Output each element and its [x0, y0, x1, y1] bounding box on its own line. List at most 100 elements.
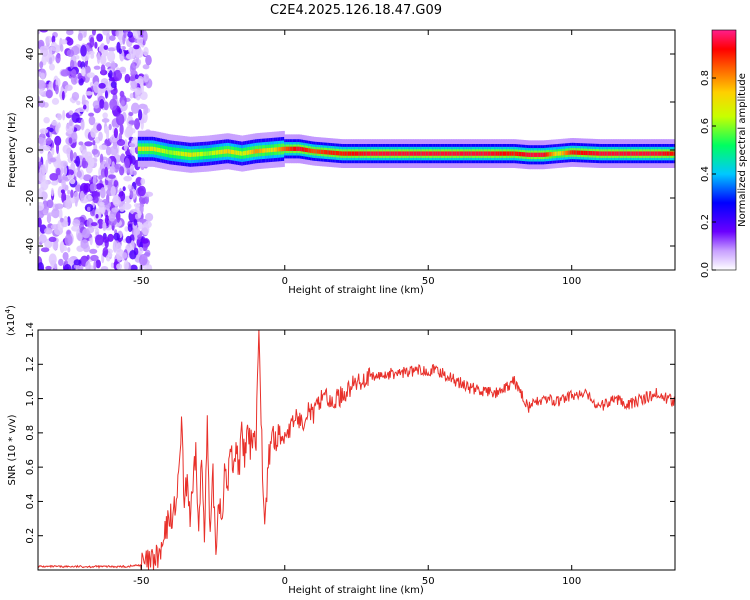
ridge-core [155, 147, 158, 152]
noise-speck [119, 206, 126, 212]
noise-speck [133, 219, 138, 226]
noise-speck [92, 30, 97, 36]
noise-speck [130, 264, 138, 270]
noise-speck [119, 123, 124, 136]
noise-speck [136, 36, 144, 46]
ridge-core [427, 151, 430, 156]
ridge-core [444, 151, 447, 156]
noise-speck [72, 219, 81, 228]
ridge-core [191, 152, 194, 157]
ridge-core [179, 151, 182, 156]
noise-speck [54, 84, 59, 95]
ridge-core [432, 151, 435, 156]
colorbar-tick-label: 0.0 [700, 262, 711, 278]
x-tick-label: 0 [282, 276, 288, 287]
ridge-core [478, 151, 482, 156]
noise-speck [80, 45, 87, 57]
ridge-core [594, 151, 597, 156]
noise-speck [39, 61, 44, 69]
spectrogram-heatmap [38, 30, 675, 270]
noise-speck [48, 127, 54, 133]
noise-speck [110, 81, 117, 89]
noise-speck [94, 234, 104, 246]
ridge-core [535, 152, 538, 157]
noise-speck [102, 237, 110, 244]
ridge-core [315, 149, 318, 154]
ridge-core [289, 146, 292, 151]
ridge-core [141, 146, 144, 151]
noise-speck [89, 248, 98, 254]
noise-speck [75, 155, 81, 167]
ridge-core [284, 146, 287, 151]
ridge-core [602, 151, 606, 156]
ridge-core [538, 152, 542, 157]
ridge-core [580, 150, 583, 155]
ridge-core [254, 149, 258, 154]
noise-speck [67, 36, 72, 42]
noise-speck [54, 203, 64, 210]
noise-speck [60, 217, 64, 223]
noise-speck [112, 195, 121, 207]
noise-speck [55, 53, 61, 64]
noise-speck [38, 262, 45, 270]
noise-speck [124, 176, 131, 181]
noise-speck [121, 46, 126, 51]
y-tick-label: 0.8 [25, 425, 36, 441]
noise-speck [38, 217, 42, 228]
ridge-core [161, 148, 165, 153]
colorbar-ticks: 0.0 0.2 0.4 0.6 0.8 [700, 70, 716, 278]
y-tick-label: 40 [25, 48, 36, 61]
ridge-core [347, 151, 351, 156]
ridge-core [287, 146, 291, 151]
noise-speck [82, 228, 91, 239]
noise-speck [108, 174, 116, 179]
noise-speck [75, 184, 82, 192]
ridge-core [194, 152, 198, 157]
noise-speck [109, 98, 118, 111]
ridge-core [563, 150, 566, 156]
ridge-core [177, 151, 180, 156]
ridge-core [146, 146, 149, 151]
noise-speck [143, 73, 150, 83]
ridge-core [475, 151, 478, 156]
ridge-core [458, 151, 461, 156]
ridge-core [489, 151, 492, 156]
x-tick-label: 50 [422, 576, 435, 587]
ridge-core [211, 150, 215, 156]
ridge-core [153, 146, 156, 152]
ridge-core [299, 146, 303, 152]
ridge-core [389, 151, 392, 156]
ridge-core [229, 149, 232, 154]
snr-scale-prefix: (x10 [6, 313, 17, 336]
ridge-core [294, 146, 297, 151]
ridge-core [492, 151, 495, 156]
ridge-core [530, 152, 533, 157]
spectrogram-y-label: Frequency (Hz) [7, 112, 18, 188]
x-tick-label: 50 [422, 276, 435, 287]
noise-speck [116, 211, 121, 223]
ridge-core [334, 150, 337, 156]
ridge-core [564, 150, 568, 156]
noise-speck [38, 188, 42, 199]
noise-speck [70, 189, 74, 199]
ridge-core [199, 151, 203, 157]
noise-speck [45, 265, 52, 270]
noise-speck [125, 245, 130, 251]
noise-speck [104, 214, 110, 227]
ridge-core [418, 151, 421, 156]
noise-speck [129, 92, 134, 99]
ridge-core [416, 151, 420, 156]
noise-speck [41, 45, 50, 51]
ridge-core [239, 151, 242, 156]
ridge-core [311, 148, 315, 154]
ridge-core [607, 151, 611, 156]
ridge-core [253, 149, 256, 154]
noise-speck [141, 223, 150, 236]
noise-speck [113, 232, 121, 241]
ridge-core [382, 151, 385, 156]
ridge-core [182, 151, 185, 157]
ridge-core [235, 150, 239, 155]
noise-speck [49, 173, 59, 181]
ridge-core [514, 151, 518, 156]
ridge-core [623, 151, 626, 156]
